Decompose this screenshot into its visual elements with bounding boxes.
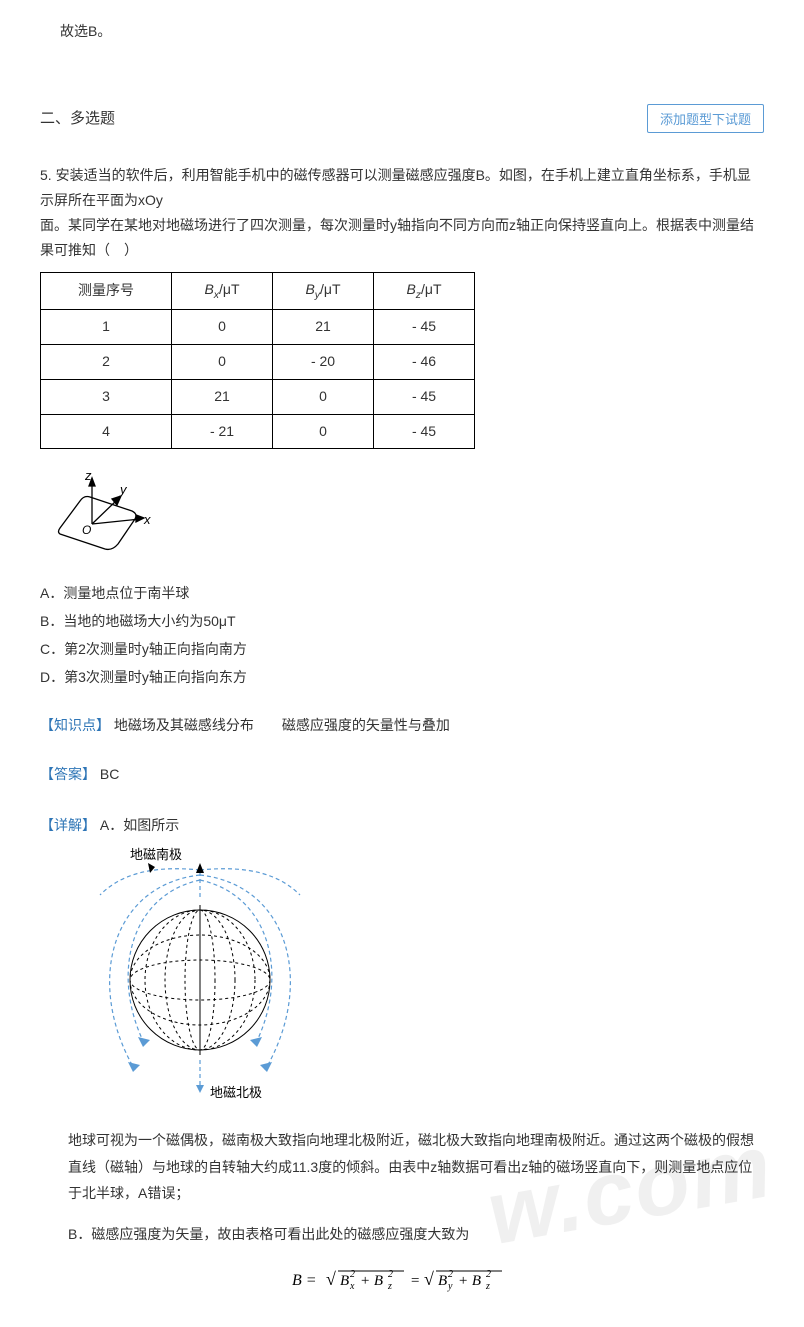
option-c: C．第2次测量时y轴正向指向南方: [40, 638, 764, 662]
cell: - 21: [172, 414, 273, 449]
svg-text:x: x: [143, 512, 151, 527]
cell: 2: [41, 344, 172, 379]
svg-text:z: z: [485, 1281, 490, 1292]
answer-block: 【答案】 BC: [40, 763, 764, 787]
question-stem-line1: 安装适当的软件后，利用智能手机中的磁传感器可以测量磁感应强度B。如图，在手机上建…: [40, 167, 751, 208]
answer-text: BC: [100, 766, 119, 782]
svg-text:+ B: + B: [458, 1273, 481, 1289]
answer-label: 【答案】: [40, 766, 96, 782]
svg-text:√: √: [424, 1269, 434, 1289]
cell: 0: [273, 414, 374, 449]
svg-text:y: y: [447, 1281, 453, 1292]
svg-text:O: O: [82, 523, 91, 537]
svg-text:2: 2: [486, 1269, 491, 1280]
cell: - 45: [374, 379, 475, 414]
cell: - 45: [374, 414, 475, 449]
th-by: By/μT: [273, 272, 374, 310]
knowledge-label: 【知识点】: [40, 717, 110, 733]
option-d: D．第3次测量时y轴正向指向东方: [40, 666, 764, 690]
cell: 4: [41, 414, 172, 449]
detail-para-b: B．磁感应强度为矢量，故由表格可看出此处的磁感应强度大致为: [68, 1221, 764, 1248]
svg-text:2: 2: [350, 1269, 355, 1280]
knowledge-block: 【知识点】 地磁场及其磁感线分布 磁感应强度的矢量性与叠加: [40, 714, 764, 738]
cell: 0: [172, 344, 273, 379]
svg-text:z: z: [84, 468, 92, 483]
svg-text:B =: B =: [292, 1272, 317, 1289]
svg-text:y: y: [119, 482, 128, 497]
svg-text:+ B: + B: [360, 1273, 383, 1289]
svg-text:z: z: [387, 1281, 392, 1292]
question-stem: 5. 安装适当的软件后，利用智能手机中的磁传感器可以测量磁感应强度B。如图，在手…: [40, 163, 764, 264]
section-header: 二、多选题 添加题型下试题: [40, 104, 764, 133]
globe-top-label: 地磁南极: [130, 847, 182, 862]
cell: 21: [172, 379, 273, 414]
cell: - 46: [374, 344, 475, 379]
section-title: 二、多选题: [40, 106, 115, 132]
th-bz: Bz/μT: [374, 272, 475, 310]
svg-text:2: 2: [388, 1269, 393, 1280]
cell: 0: [172, 310, 273, 345]
cell: - 45: [374, 310, 475, 345]
th-bx: Bx/μT: [172, 272, 273, 310]
question-stem-line2: 面。某同学在某地对地磁场进行了四次测量，每次测量时y轴指向不同方向而z轴正向保持…: [40, 217, 754, 258]
cell: 21: [273, 310, 374, 345]
svg-text:B: B: [438, 1273, 447, 1289]
svg-text:B: B: [340, 1273, 349, 1289]
th-seq: 测量序号: [41, 272, 172, 310]
svg-text:2: 2: [448, 1269, 453, 1280]
globe-bottom-label: 地磁北极: [210, 1085, 262, 1100]
options-block: A．测量地点位于南半球 B．当地的地磁场大小约为50μT C．第2次测量时y轴正…: [40, 582, 764, 689]
table-row: 3 21 0 - 45: [41, 379, 475, 414]
measurement-table: 测量序号 Bx/μT By/μT Bz/μT 1 0 21 - 45 2 0 -…: [40, 272, 475, 450]
detail-block: 【详解】 A．如图所示 地磁南极: [40, 812, 764, 1307]
svg-text:x: x: [349, 1281, 355, 1292]
svg-text:√: √: [326, 1269, 336, 1289]
table-row: 4 - 21 0 - 45: [41, 414, 475, 449]
globe-diagram: 地磁南极: [90, 845, 764, 1114]
detail-label: 【详解】: [40, 817, 96, 833]
previous-answer-note: 故选B。: [60, 20, 764, 44]
option-b: B．当地的地磁场大小约为50μT: [40, 610, 764, 634]
cell: 3: [41, 379, 172, 414]
cell: 1: [41, 310, 172, 345]
knowledge-text: 地磁场及其磁感线分布 磁感应强度的矢量性与叠加: [114, 717, 450, 733]
svg-text:=: =: [410, 1273, 420, 1289]
phone-axes-diagram: z y x O: [40, 464, 764, 572]
add-question-button[interactable]: 添加题型下试题: [647, 104, 764, 133]
formula: B = √ B x 2 + B z 2 = √ B y 2 + B z 2: [40, 1263, 764, 1308]
question-number: 5.: [40, 167, 56, 183]
detail-intro: A．如图所示: [100, 817, 179, 833]
table-row: 2 0 - 20 - 46: [41, 344, 475, 379]
cell: - 20: [273, 344, 374, 379]
table-row: 1 0 21 - 45: [41, 310, 475, 345]
table-header-row: 测量序号 Bx/μT By/μT Bz/μT: [41, 272, 475, 310]
cell: 0: [273, 379, 374, 414]
option-a: A．测量地点位于南半球: [40, 582, 764, 606]
detail-para-a: 地球可视为一个磁偶极，磁南极大致指向地理北极附近，磁北极大致指向地理南极附近。通…: [68, 1127, 764, 1207]
